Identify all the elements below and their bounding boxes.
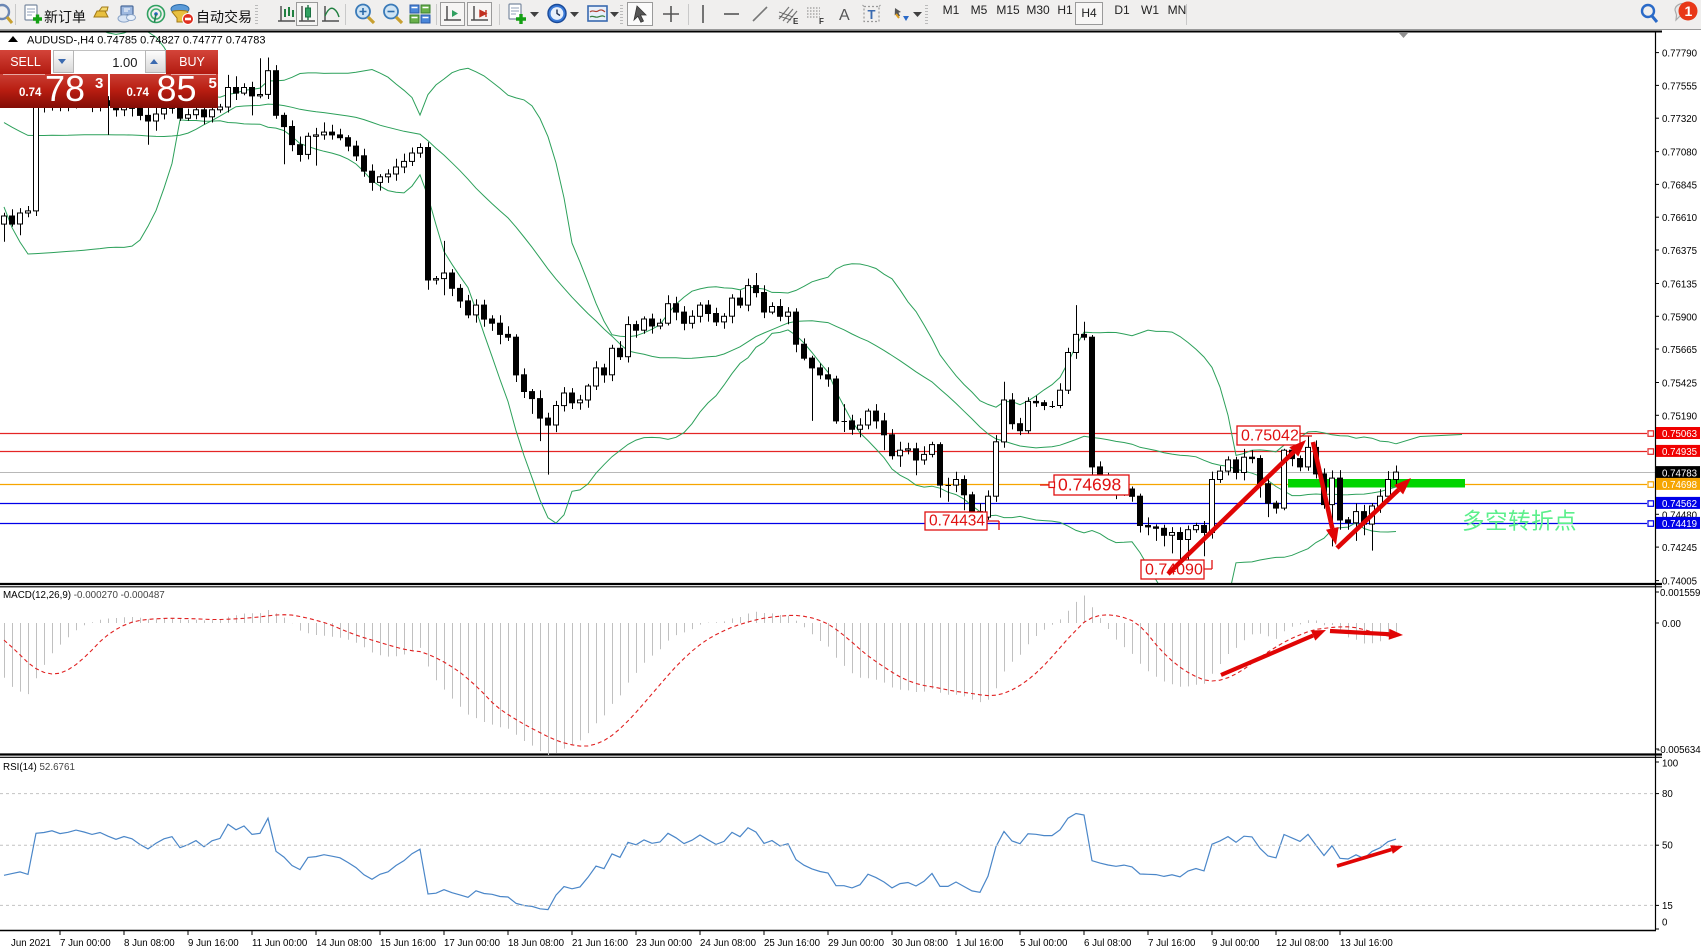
svg-text:7 Jun 00:00: 7 Jun 00:00: [60, 938, 111, 949]
svg-text:23 Jun 00:00: 23 Jun 00:00: [636, 938, 693, 949]
svg-text:-0.005634: -0.005634: [1657, 745, 1701, 756]
svg-text:25 Jun 16:00: 25 Jun 16:00: [764, 938, 821, 949]
svg-text:F: F: [819, 17, 824, 26]
svg-text:50: 50: [1662, 841, 1673, 852]
svg-text:0.74434: 0.74434: [929, 513, 985, 530]
svg-text:0.76135: 0.76135: [1662, 280, 1697, 291]
svg-text:0.75425: 0.75425: [1662, 379, 1697, 390]
svg-text:17 Jun 00:00: 17 Jun 00:00: [444, 938, 501, 949]
svg-text:0.74245: 0.74245: [1662, 543, 1697, 554]
svg-text:1: 1: [1685, 3, 1693, 19]
svg-text:多空转折点: 多空转折点: [1462, 509, 1577, 534]
svg-text:80: 80: [1662, 789, 1673, 800]
svg-text:6 Jul 08:00: 6 Jul 08:00: [1084, 938, 1132, 949]
svg-text:21 Jun 16:00: 21 Jun 16:00: [572, 938, 629, 949]
svg-text:18 Jun 08:00: 18 Jun 08:00: [508, 938, 565, 949]
svg-text:0.74562: 0.74562: [1662, 499, 1697, 510]
svg-text:14 Jun 08:00: 14 Jun 08:00: [316, 938, 373, 949]
svg-text:5 Jul 00:00: 5 Jul 00:00: [1020, 938, 1068, 949]
svg-text:0.77790: 0.77790: [1662, 49, 1698, 60]
svg-text:0.74935: 0.74935: [1662, 447, 1697, 458]
svg-text:0.76375: 0.76375: [1662, 246, 1697, 257]
svg-text:0.77080: 0.77080: [1662, 148, 1698, 159]
svg-text:RSI(14) 52.6761: RSI(14) 52.6761: [3, 762, 75, 773]
svg-text:0.001559: 0.001559: [1660, 588, 1700, 599]
svg-text:0.77320: 0.77320: [1662, 114, 1698, 125]
svg-text:13 Jul 16:00: 13 Jul 16:00: [1340, 938, 1393, 949]
svg-text:0.74698: 0.74698: [1058, 475, 1121, 495]
svg-text:E: E: [793, 17, 799, 26]
svg-text:0.75665: 0.75665: [1662, 345, 1697, 356]
svg-text:0.00: 0.00: [1662, 619, 1681, 630]
svg-text:A: A: [839, 7, 850, 24]
svg-text:7 Jul 16:00: 7 Jul 16:00: [1148, 938, 1196, 949]
svg-text:Jun 2021: Jun 2021: [11, 938, 51, 949]
svg-text:15 Jun 16:00: 15 Jun 16:00: [380, 938, 437, 949]
svg-text:0.74419: 0.74419: [1662, 519, 1697, 530]
svg-text:0.75042: 0.75042: [1241, 428, 1299, 445]
svg-text:11 Jun 00:00: 11 Jun 00:00: [252, 938, 308, 949]
svg-text:0.76845: 0.76845: [1662, 180, 1697, 191]
svg-text:29 Jun 00:00: 29 Jun 00:00: [828, 938, 885, 949]
svg-text:9 Jun 16:00: 9 Jun 16:00: [188, 938, 239, 949]
svg-text:0.74480: 0.74480: [1662, 510, 1698, 521]
svg-text:15: 15: [1662, 901, 1673, 912]
svg-text:0.74783: 0.74783: [1662, 468, 1697, 479]
svg-text:9 Jul 00:00: 9 Jul 00:00: [1212, 938, 1260, 949]
svg-text:0.74698: 0.74698: [1662, 480, 1697, 491]
svg-text:0.75190: 0.75190: [1662, 411, 1698, 422]
svg-text:AUDUSD-,H4 0.74785 0.74827 0.: AUDUSD-,H4 0.74785 0.74827 0.74777 0.747…: [27, 35, 266, 47]
svg-text:0.75900: 0.75900: [1662, 312, 1698, 323]
svg-text:0.77555: 0.77555: [1662, 81, 1697, 92]
svg-text:100: 100: [1662, 759, 1679, 770]
svg-text:0.74005: 0.74005: [1662, 577, 1697, 588]
svg-text:T: T: [868, 7, 876, 22]
svg-text:0.75063: 0.75063: [1662, 429, 1697, 440]
svg-text:8 Jun 08:00: 8 Jun 08:00: [124, 938, 175, 949]
svg-text:0.76610: 0.76610: [1662, 213, 1698, 224]
svg-text:MACD(12,26,9) -0.000270 -0.000: MACD(12,26,9) -0.000270 -0.000487: [3, 590, 165, 601]
svg-text:24 Jun 08:00: 24 Jun 08:00: [700, 938, 757, 949]
svg-text:12 Jul 08:00: 12 Jul 08:00: [1276, 938, 1329, 949]
svg-text:30 Jun 08:00: 30 Jun 08:00: [892, 938, 949, 949]
svg-text:0: 0: [1662, 918, 1668, 929]
svg-text:1 Jul 16:00: 1 Jul 16:00: [956, 938, 1004, 949]
